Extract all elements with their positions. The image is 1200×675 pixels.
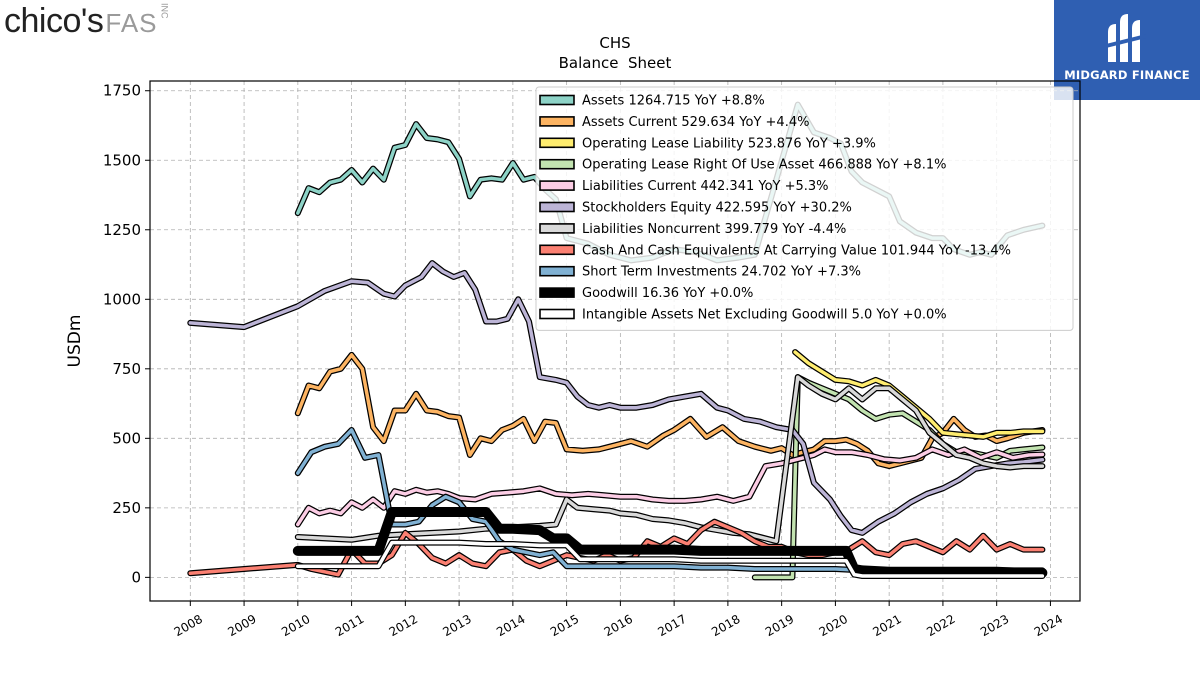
legend-box: [535, 86, 1074, 331]
chart-subtitle: Balance Sheet: [559, 54, 672, 72]
series-stockholders-equity: [187, 260, 1046, 536]
legend-swatch: [539, 308, 575, 320]
x-tick-label: 2011: [333, 612, 366, 639]
legend-swatch: [539, 287, 575, 298]
series-intangible-assets-net-excluding-goodwill: [294, 539, 1046, 579]
x-tick-label: 2023: [978, 612, 1011, 639]
y-tick-label: 250: [112, 499, 141, 517]
plot-frame: [149, 80, 1081, 602]
legend-swatch: [539, 244, 575, 256]
legend-entry-assets: Assets 1264.715 YoY +8.8%: [582, 94, 765, 109]
logo-inc-text: INC: [159, 2, 170, 19]
x-tick-label: 2008: [172, 612, 205, 639]
legend-swatch: [539, 265, 575, 277]
axes: 2008 2009 2010 2011 2012 2013 2014 2015 2016 2017…: [103, 82, 1065, 640]
legend-entry-stockholders-equity: Stockholders Equity 422.595 YoY +30.2%: [582, 201, 852, 216]
legend-swatch: [539, 137, 575, 149]
logo-fas-text: FAS: [105, 8, 158, 38]
midgard-logo-mark-icon: [1106, 14, 1146, 62]
y-tick-label: 1750: [103, 82, 141, 100]
logo-brand-text: chico's: [4, 2, 104, 40]
y-tick-label: 500: [112, 429, 141, 447]
legend-entry-intangible-assets-net-excluding-goodwill: Intangible Assets Net Excluding Goodwill…: [582, 308, 947, 323]
x-tick-label: 2013: [440, 612, 473, 639]
legend-entry-liabilities-noncurrent: Liabilities Noncurrent 399.779 YoY -4.4%: [582, 222, 846, 237]
legend-swatch: [539, 180, 575, 191]
series-line: [296, 540, 1045, 578]
midgard-logo-name: MIDGARD FINANCE: [1064, 68, 1190, 82]
legend-swatch: [539, 94, 575, 106]
legend: Assets 1264.715 YoY +8.8% Assets Current …: [535, 86, 1074, 331]
series-line: [296, 447, 1045, 527]
y-tick-label: 1500: [103, 151, 141, 169]
legend-swatch: [539, 201, 575, 213]
y-tick-label: 1250: [103, 221, 141, 239]
series-line: [188, 261, 1045, 535]
x-tick-label: 2018: [709, 612, 742, 639]
x-tick-label: 2017: [655, 612, 688, 639]
legend-entry-liabilities-current: Liabilities Current 442.341 YoY +5.3%: [582, 179, 829, 194]
legend-entry-short-term-investments: Short Term Investments 24.702 YoY +7.3%: [582, 265, 861, 280]
legend-entry-goodwill: Goodwill 16.36 YoY +0.0%: [582, 286, 753, 301]
y-tick-label: 750: [112, 360, 141, 378]
legend-swatch: [539, 116, 575, 127]
series-line-outline: [292, 507, 1048, 578]
x-tick-label: 2012: [387, 612, 420, 639]
x-tick-label: 2016: [602, 612, 635, 639]
x-tick-label: 2020: [817, 612, 850, 639]
y-tick-label: 1000: [103, 290, 141, 308]
x-tick-label: 2009: [225, 612, 258, 639]
x-tick-label: 2010: [279, 612, 312, 639]
series-liabilities-current: [294, 446, 1046, 528]
legend-swatch: [539, 223, 575, 234]
x-tick-label: 2021: [870, 612, 903, 639]
x-tick-label: 2014: [494, 612, 527, 639]
legend-entry-assets-current: Assets Current 529.634 YoY +4.4%: [582, 115, 809, 130]
midgard-finance-logo: MIDGARD FINANCE: [1054, 0, 1200, 100]
chart-title: CHS: [599, 34, 630, 52]
x-tick-label: 2015: [548, 612, 581, 639]
chicos-fas-logo: chico's FAS INC: [4, 2, 170, 42]
legend-entry-operating-lease-liability: Operating Lease Liability 523.876 YoY +3…: [582, 136, 876, 151]
legend-swatch: [539, 158, 575, 170]
x-tick-label: 2022: [924, 612, 957, 639]
legend-entry-cash-and-cash-equivalents-at-carrying-value: Cash And Cash Equivalents At Carrying Va…: [582, 243, 1011, 258]
series-lines: [187, 101, 1048, 581]
legend-entry-operating-lease-right-of-use-asset: Operating Lease Right Of Use Asset 466.8…: [582, 158, 946, 173]
y-tick-label: 0: [131, 568, 141, 586]
x-tick-label: 2024: [1032, 612, 1065, 639]
x-tick-label: 2019: [763, 612, 796, 639]
y-axis-label: USDm: [65, 315, 85, 368]
series-goodwill: [292, 507, 1048, 578]
